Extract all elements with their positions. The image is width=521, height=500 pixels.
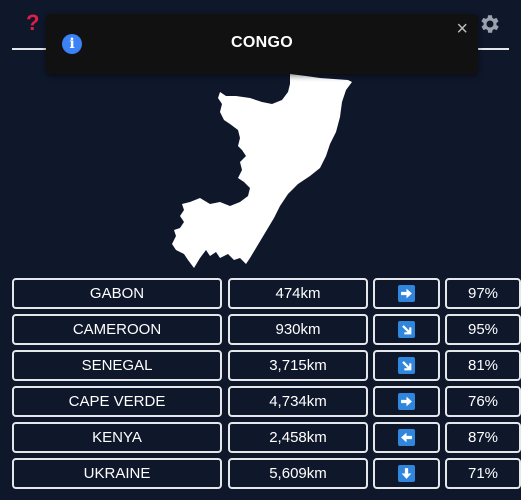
guess-country: CAPE VERDE <box>12 386 222 417</box>
guess-proximity: 95% <box>445 314 521 345</box>
guess-country: KENYA <box>12 422 222 453</box>
arrow-right-icon <box>398 393 415 410</box>
guess-proximity: 71% <box>445 458 521 489</box>
arrow-down-right-icon <box>398 321 415 338</box>
guess-distance: 474km <box>228 278 368 309</box>
arrow-left-icon <box>398 429 415 446</box>
guess-direction <box>373 386 440 417</box>
info-icon: i <box>62 34 82 54</box>
guess-direction <box>373 278 440 309</box>
guess-distance: 5,609km <box>228 458 368 489</box>
guess-country: UKRAINE <box>12 458 222 489</box>
guess-direction <box>373 422 440 453</box>
guess-proximity: 81% <box>445 350 521 381</box>
arrow-down-icon <box>398 465 415 482</box>
guess-direction <box>373 350 440 381</box>
arrow-down-right-icon <box>398 357 415 374</box>
country-toast: i CONGO × <box>46 14 478 74</box>
country-silhouette-map <box>172 74 352 268</box>
guess-direction <box>373 314 440 345</box>
toast-title: CONGO <box>231 34 293 51</box>
guess-distance: 2,458km <box>228 422 368 453</box>
guess-country: CAMEROON <box>12 314 222 345</box>
arrow-right-icon <box>398 285 415 302</box>
close-icon[interactable]: × <box>456 18 468 40</box>
guess-distance: 930km <box>228 314 368 345</box>
guess-country: GABON <box>12 278 222 309</box>
guess-proximity: 87% <box>445 422 521 453</box>
guess-distance: 3,715km <box>228 350 368 381</box>
guess-proximity: 76% <box>445 386 521 417</box>
guess-distance: 4,734km <box>228 386 368 417</box>
guess-direction <box>373 458 440 489</box>
settings-gear-icon[interactable] <box>478 12 502 36</box>
guess-country: SENEGAL <box>12 350 222 381</box>
help-question-icon[interactable]: ? <box>26 10 40 35</box>
guess-proximity: 97% <box>445 278 521 309</box>
